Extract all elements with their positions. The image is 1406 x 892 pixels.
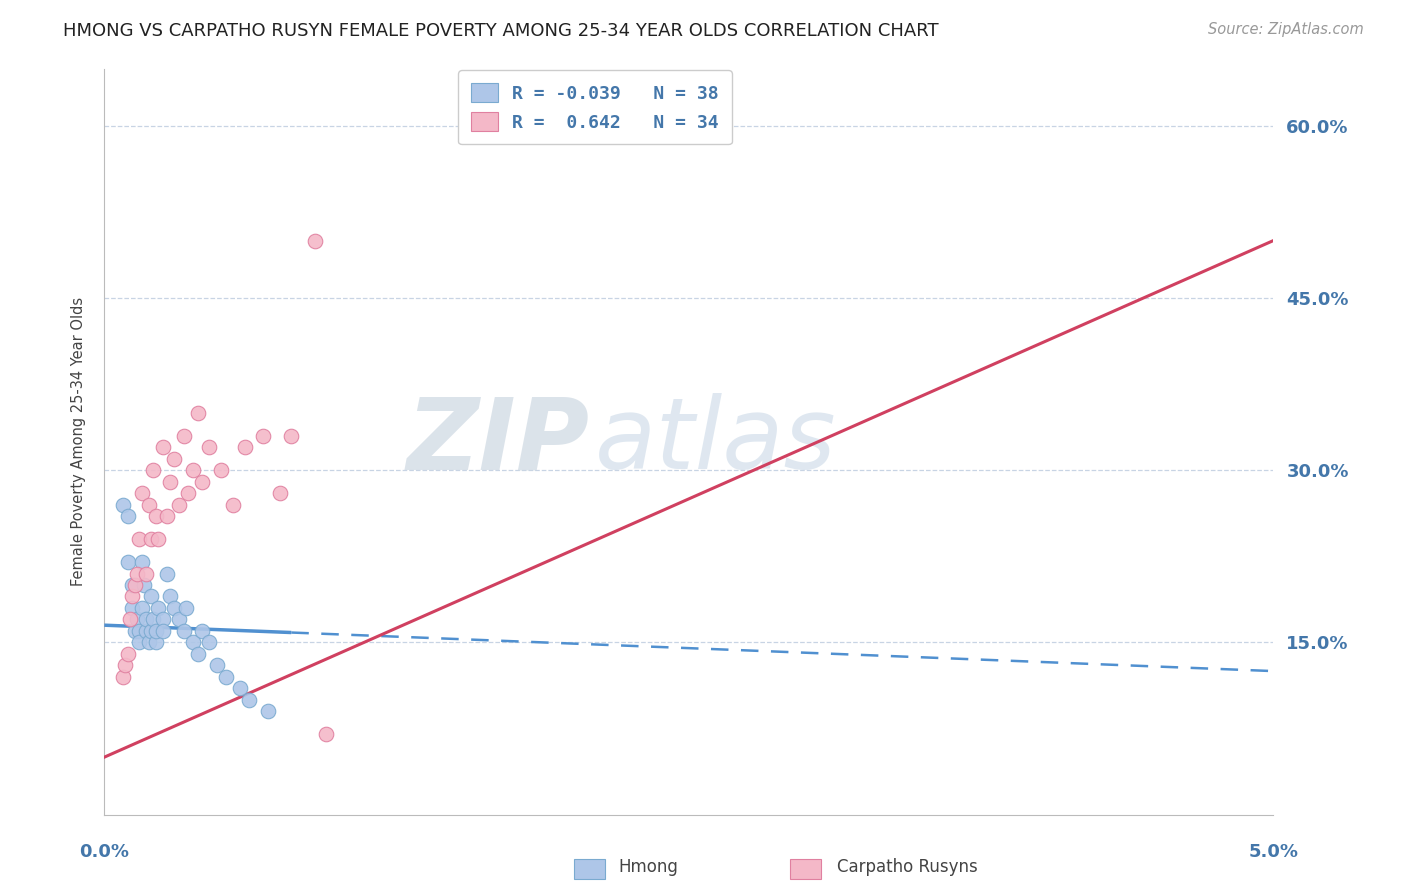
Point bbox=[135, 566, 157, 581]
Point bbox=[280, 429, 302, 443]
Point bbox=[215, 670, 238, 684]
Point bbox=[222, 498, 245, 512]
Point bbox=[159, 590, 181, 604]
Point bbox=[146, 601, 169, 615]
Text: Hmong: Hmong bbox=[619, 858, 679, 876]
Point bbox=[139, 624, 162, 638]
Point bbox=[269, 486, 291, 500]
Point bbox=[198, 635, 221, 649]
Point bbox=[124, 578, 146, 592]
Point bbox=[131, 555, 153, 569]
Point bbox=[128, 635, 150, 649]
Point bbox=[229, 681, 252, 696]
Point bbox=[135, 624, 157, 638]
Legend: R = -0.039   N = 38, R =  0.642   N = 34: R = -0.039 N = 38, R = 0.642 N = 34 bbox=[458, 70, 731, 145]
Text: HMONG VS CARPATHO RUSYN FEMALE POVERTY AMONG 25-34 YEAR OLDS CORRELATION CHART: HMONG VS CARPATHO RUSYN FEMALE POVERTY A… bbox=[63, 22, 939, 40]
Point bbox=[142, 463, 165, 477]
Text: 0.0%: 0.0% bbox=[79, 843, 129, 861]
Point bbox=[181, 635, 204, 649]
Point bbox=[252, 429, 274, 443]
Point bbox=[159, 475, 181, 489]
Text: ZIP: ZIP bbox=[406, 393, 589, 490]
Point bbox=[304, 234, 326, 248]
Point bbox=[209, 463, 232, 477]
Point bbox=[145, 635, 167, 649]
Point bbox=[117, 647, 139, 661]
FancyBboxPatch shape bbox=[574, 859, 605, 879]
Point bbox=[118, 612, 141, 626]
Point bbox=[177, 486, 200, 500]
Point bbox=[181, 463, 204, 477]
Point bbox=[152, 624, 174, 638]
Point bbox=[167, 612, 190, 626]
Point bbox=[111, 670, 134, 684]
Point bbox=[187, 406, 209, 420]
Point bbox=[163, 601, 186, 615]
Point bbox=[152, 612, 174, 626]
Text: atlas: atlas bbox=[595, 393, 837, 490]
Point bbox=[315, 727, 337, 741]
Point bbox=[125, 566, 148, 581]
Point bbox=[142, 612, 165, 626]
Point bbox=[205, 658, 228, 673]
Point bbox=[132, 578, 155, 592]
Text: Source: ZipAtlas.com: Source: ZipAtlas.com bbox=[1208, 22, 1364, 37]
Y-axis label: Female Poverty Among 25-34 Year Olds: Female Poverty Among 25-34 Year Olds bbox=[72, 297, 86, 586]
Point bbox=[173, 429, 195, 443]
Point bbox=[114, 658, 136, 673]
Point bbox=[167, 498, 190, 512]
Point bbox=[145, 509, 167, 524]
Point bbox=[131, 486, 153, 500]
Point bbox=[117, 509, 139, 524]
Point bbox=[138, 498, 160, 512]
Point bbox=[257, 704, 280, 718]
Point bbox=[139, 532, 162, 546]
Point bbox=[111, 498, 134, 512]
Point bbox=[131, 601, 153, 615]
Point bbox=[174, 601, 197, 615]
Point bbox=[124, 624, 146, 638]
Point bbox=[191, 475, 214, 489]
Point bbox=[156, 566, 179, 581]
Point bbox=[117, 555, 139, 569]
Point bbox=[125, 612, 148, 626]
Text: 5.0%: 5.0% bbox=[1249, 843, 1298, 861]
FancyBboxPatch shape bbox=[790, 859, 821, 879]
Point bbox=[138, 635, 160, 649]
Point bbox=[152, 440, 174, 454]
Point bbox=[233, 440, 256, 454]
Point bbox=[238, 693, 260, 707]
Point bbox=[128, 532, 150, 546]
Point bbox=[146, 532, 169, 546]
Point bbox=[173, 624, 195, 638]
Point bbox=[139, 590, 162, 604]
Point bbox=[163, 451, 186, 466]
Point bbox=[128, 624, 150, 638]
Point bbox=[145, 624, 167, 638]
Point bbox=[121, 590, 143, 604]
Point bbox=[121, 601, 143, 615]
Point bbox=[198, 440, 221, 454]
Point bbox=[191, 624, 214, 638]
Point bbox=[187, 647, 209, 661]
Point bbox=[121, 578, 143, 592]
Text: Carpatho Rusyns: Carpatho Rusyns bbox=[837, 858, 977, 876]
Point bbox=[156, 509, 179, 524]
Point bbox=[135, 612, 157, 626]
